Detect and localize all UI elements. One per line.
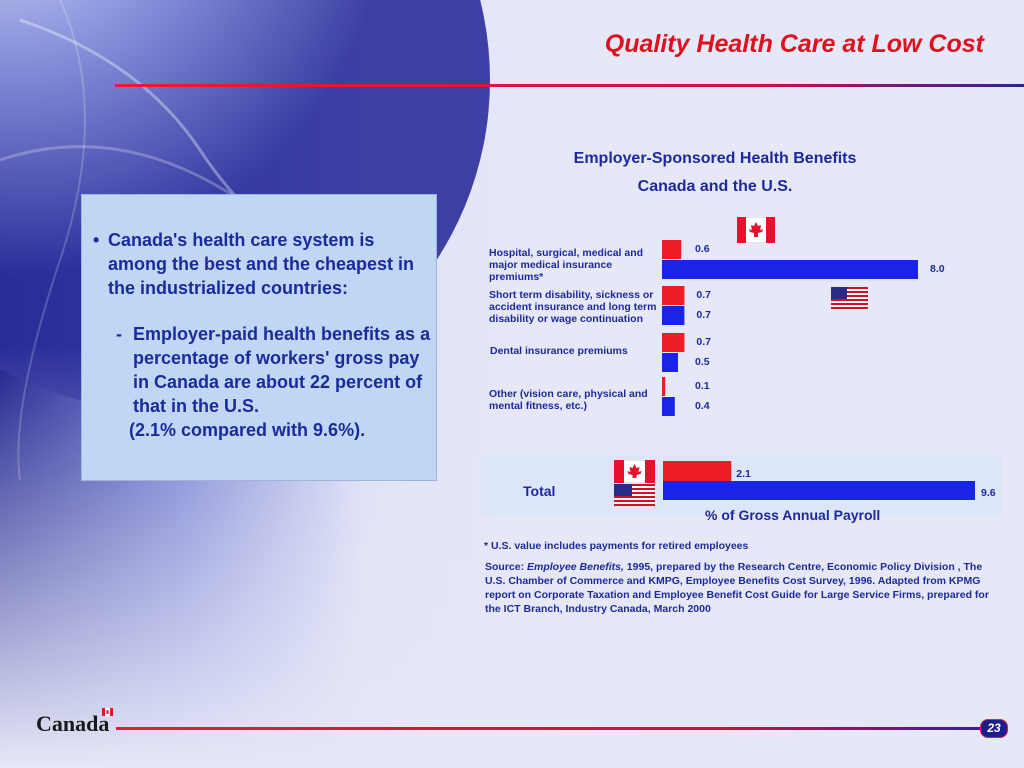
data-label: 9.6 [981, 487, 996, 499]
us-bar [662, 353, 678, 372]
canada-bar [662, 333, 685, 352]
data-label: 0.7 [696, 336, 711, 348]
chart-title: Employer-Sponsored Health Benefits [573, 150, 857, 167]
canada-wordmark-text: Canada [36, 711, 110, 736]
data-label: 0.7 [696, 309, 711, 321]
data-label: 2.1 [736, 468, 751, 480]
chart-subtitle: Canada and the U.S. [637, 178, 793, 195]
canada-bar [662, 286, 685, 305]
sub-bullet-dash: - [116, 324, 122, 344]
footnote: * U.S. value includes payments for retir… [484, 540, 749, 552]
main-bullet: • Canada's health care system is among t… [93, 228, 433, 300]
category-label: Hospital, surgical, medical and major me… [489, 247, 644, 283]
bullet-dot: • [93, 230, 100, 250]
source-note: Source: Employee Benefits, 1995, prepare… [485, 560, 995, 616]
canada-bar [662, 377, 666, 396]
category-label: Short term disability, sickness or accid… [489, 289, 657, 325]
us-total-bar [663, 481, 975, 500]
title-divider [115, 84, 1024, 87]
canada-flag-icon [102, 708, 113, 716]
source-text: 1995, prepared by the Research Centre, E… [485, 561, 989, 615]
canada-flag-icon [737, 217, 775, 243]
us-flag-icon [831, 287, 868, 311]
source-prefix: Source: [485, 561, 528, 573]
data-label: 0.4 [695, 400, 710, 412]
total-label: Total [523, 483, 556, 499]
slide-title: Quality Health Care at Low Cost [604, 30, 984, 58]
sub-bullet: - Employer-paid health benefits as a per… [116, 322, 436, 442]
footer-divider [116, 727, 986, 730]
canada-bar [662, 240, 682, 259]
data-label: 0.6 [695, 243, 710, 255]
canada-total-bar [663, 461, 732, 481]
category-label: Dental insurance premiums [490, 345, 628, 357]
us-bar [662, 306, 685, 325]
sub-bullet-comparison: (2.1% compared with 9.6%). [129, 420, 366, 440]
data-label: 8.0 [930, 263, 945, 275]
data-label: 0.5 [695, 356, 710, 368]
page-number: 23 [980, 719, 1008, 738]
bullet-panel [81, 194, 437, 481]
us-bar [662, 397, 675, 416]
us-bar [662, 260, 918, 279]
canada-wordmark: Canada [36, 708, 113, 737]
canada-flag-icon [614, 460, 655, 483]
source-title: Employee Benefits, [527, 561, 624, 573]
sub-bullet-text: Employer-paid health benefits as a perce… [133, 324, 431, 416]
data-label: 0.1 [695, 380, 710, 392]
x-axis-label: % of Gross Annual Payroll [705, 507, 881, 523]
main-bullet-text: Canada's health care system is among the… [108, 230, 415, 298]
us-flag-icon [614, 484, 655, 507]
category-label: Other (vision care, physical and mental … [489, 388, 648, 412]
data-label: 0.7 [696, 289, 711, 301]
